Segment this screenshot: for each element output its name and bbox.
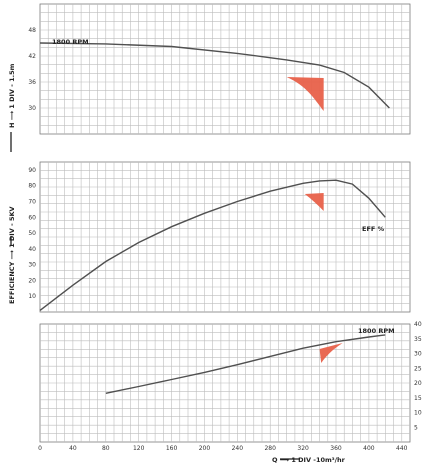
x-tick-label: 240 xyxy=(232,445,244,452)
x-tick-label: 280 xyxy=(264,445,276,452)
efficiency-y-axis-title: EFFICIENCY ⟶ 1 DIV - 5KV xyxy=(8,206,16,304)
y-tick-label: 60 xyxy=(28,214,36,221)
power-rpm-label: 1800 RPM xyxy=(358,327,395,335)
efficiency-y-ticks: 90 80 70 60 50 40 30 20 10 xyxy=(28,167,36,300)
y-tick-label: 40 xyxy=(28,246,36,253)
y-tick-label: 25 xyxy=(414,365,422,372)
y-tick-label: 80 xyxy=(28,183,36,190)
y-tick-label: 30 xyxy=(414,351,422,358)
efficiency-curve-label: EFF % xyxy=(362,225,385,233)
head-plot-area xyxy=(39,3,411,135)
x-tick-label: 0 xyxy=(38,445,42,452)
y-tick-label: 20 xyxy=(28,277,36,284)
y-tick-label: 36 xyxy=(28,79,36,86)
y-tick-label: 15 xyxy=(414,395,422,402)
y-tick-label: 48 xyxy=(28,27,36,34)
efficiency-panel: 90 80 70 60 50 40 30 20 10 EFF % EFFICIENCY ⟶ 1 … xyxy=(8,161,411,313)
head-y-axis-title: H ⟶ 1 DIV - 1.5m xyxy=(8,63,16,128)
head-operating-zone xyxy=(286,77,324,111)
efficiency-grid xyxy=(40,162,410,312)
y-tick-label: 40 xyxy=(414,321,422,328)
y-tick-label: 10 xyxy=(28,293,36,300)
y-tick-label: 70 xyxy=(28,198,36,205)
x-axis-ticks: 0 40 80 120 160 200 240 280 320 360 400 440 xyxy=(38,445,408,452)
y-tick-label: 20 xyxy=(414,380,422,387)
x-tick-label: 320 xyxy=(297,445,309,452)
y-tick-label: 90 xyxy=(28,167,36,174)
head-curve xyxy=(39,42,390,109)
x-tick-label: 200 xyxy=(199,445,211,452)
y-tick-label: 42 xyxy=(28,53,36,60)
x-axis-title: Q ⟶ 1 DIV -10m³/hr xyxy=(272,456,346,464)
x-tick-label: 440 xyxy=(396,445,408,452)
x-tick-label: 160 xyxy=(166,445,178,452)
power-zone-wedge xyxy=(319,343,343,363)
power-y-ticks: 40 35 30 25 20 15 10 5 xyxy=(414,321,422,431)
head-rpm-label: 1800 RPM xyxy=(52,38,89,46)
head-zone-wedge xyxy=(286,77,324,111)
head-panel: 48 42 36 30 1800 RPM H ⟶ 1 DIV - 1.5m xyxy=(8,3,411,135)
x-tick-label: 80 xyxy=(102,445,110,452)
power-panel: 40 35 30 25 20 15 10 5 0 40 80 120 160 200 240 280 320 3… xyxy=(38,321,422,452)
y-tick-label: 5 xyxy=(414,424,418,431)
efficiency-operating-zone xyxy=(304,193,324,211)
x-tick-label: 120 xyxy=(133,445,145,452)
efficiency-curve xyxy=(39,179,386,311)
efficiency-zone-wedge xyxy=(304,193,324,211)
x-tick-label: 40 xyxy=(69,445,77,452)
power-operating-zone xyxy=(319,343,343,363)
x-tick-label: 400 xyxy=(363,445,375,452)
y-tick-label: 50 xyxy=(28,230,36,237)
x-axis-title-group: Q ⟶ 1 DIV -10m³/hr xyxy=(272,456,346,464)
y-tick-label: 30 xyxy=(28,105,36,112)
head-grid xyxy=(40,4,410,134)
power-curve xyxy=(105,334,386,394)
head-y-ticks: 48 42 36 30 xyxy=(28,27,36,112)
y-tick-label: 10 xyxy=(414,410,422,417)
y-tick-label: 30 xyxy=(28,262,36,269)
x-tick-label: 360 xyxy=(330,445,342,452)
y-tick-label: 35 xyxy=(414,336,422,343)
power-grid xyxy=(40,324,410,442)
